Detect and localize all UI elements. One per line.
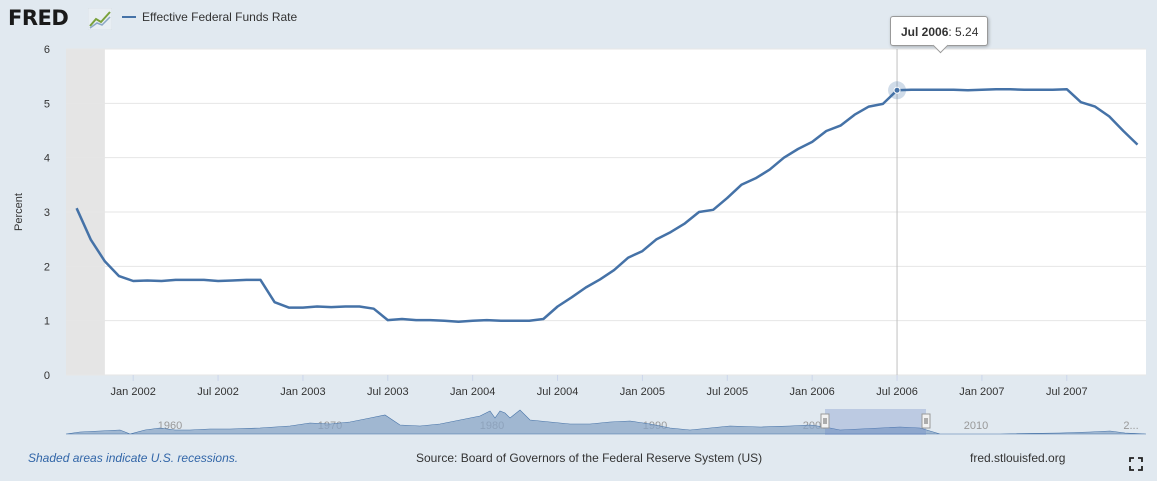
site-link[interactable]: fred.stlouisfed.org	[970, 451, 1066, 465]
tooltip-date: Jul 2006	[901, 25, 949, 39]
navigator-series	[65, 409, 1147, 435]
source-text: Source: Board of Governors of the Federa…	[416, 451, 763, 465]
legend-swatch	[122, 16, 136, 18]
navigator-label: 2...	[1123, 420, 1138, 432]
y-axis-label: Percent	[13, 193, 25, 231]
x-tick-label: Jan 2004	[450, 386, 495, 398]
navigator-right-handle[interactable]	[921, 413, 931, 429]
y-tick-label: 1	[44, 316, 50, 328]
x-tick-label: Jan 2005	[620, 386, 665, 398]
y-tick-label: 2	[44, 261, 50, 273]
legend[interactable]: Effective Federal Funds Rate	[122, 10, 297, 24]
y-tick-label: 6	[44, 44, 50, 56]
chart-logo-icon	[88, 8, 112, 30]
x-tick-label: Jan 2002	[111, 386, 156, 398]
x-tick-label: Jan 2007	[959, 386, 1004, 398]
fullscreen-icon[interactable]	[1129, 457, 1143, 471]
y-tick-label: 0	[44, 370, 50, 382]
navigator-left-handle[interactable]	[820, 413, 830, 429]
x-tick-label: Jul 2003	[367, 386, 409, 398]
x-tick-label: Jul 2006	[876, 386, 918, 398]
legend-label: Effective Federal Funds Rate	[142, 10, 298, 24]
navigator-selected-range[interactable]	[825, 409, 926, 435]
recession-note[interactable]: Shaded areas indicate U.S. recessions.	[28, 451, 239, 465]
y-tick-label: 5	[44, 98, 50, 110]
y-tick-label: 3	[44, 207, 50, 219]
x-tick-label: Jan 2003	[280, 386, 325, 398]
x-tick-label: Jul 2004	[537, 386, 579, 398]
tooltip-value: 5.24	[955, 25, 979, 39]
x-tick-label: Jan 2006	[790, 386, 835, 398]
x-tick-label: Jul 2002	[197, 386, 239, 398]
data-tooltip: Jul 2006: 5.24	[890, 16, 988, 54]
series-line[interactable]	[75, 87, 1139, 324]
y-tick-label: 4	[44, 153, 50, 165]
highlight-point[interactable]	[893, 86, 901, 94]
x-tick-label: Jul 2005	[706, 386, 748, 398]
x-tick-label: Jul 2007	[1046, 386, 1088, 398]
chart-header: FRED Effective Federal Funds Rate	[0, 0, 1157, 40]
range-navigator[interactable]: 1960197019801990200020102...	[65, 409, 1147, 435]
fred-logo[interactable]: FRED	[8, 6, 69, 30]
navigator-label: 2010	[964, 420, 988, 432]
